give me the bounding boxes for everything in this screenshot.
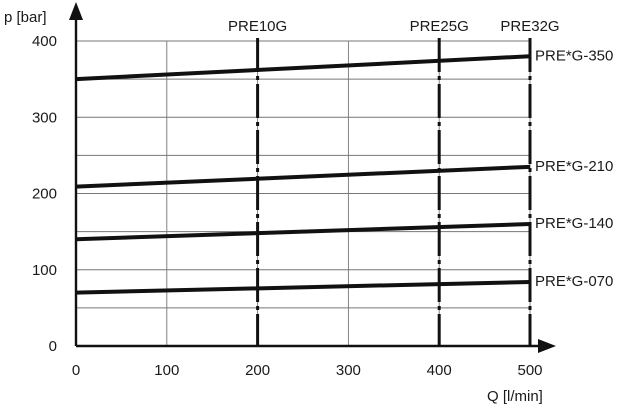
- y-tick-label: 300: [32, 109, 57, 126]
- series-label: PRE*G-350: [535, 47, 613, 64]
- series-line: [76, 279, 530, 295]
- marker-label: PRE25G: [410, 18, 469, 35]
- y-tick-label: 200: [32, 186, 57, 203]
- grid: [76, 40, 531, 346]
- series-label: PRE*G-210: [535, 158, 613, 175]
- marker-label: PRE32G: [500, 18, 559, 35]
- series-line: [76, 164, 530, 189]
- series-line: [76, 54, 530, 82]
- y-tick-label: 100: [32, 262, 57, 279]
- y-tick-label: 0: [49, 338, 57, 355]
- series-label: PRE*G-140: [535, 215, 613, 232]
- series-label: PRE*G-070: [535, 273, 613, 290]
- x-tick-label: 100: [154, 362, 179, 379]
- x-tick-label: 400: [427, 362, 452, 379]
- y-tick-label: 400: [32, 33, 57, 50]
- x-tick-label: 500: [517, 362, 542, 379]
- tick-labels: 0 100 200 300 400 500 0 100 200 300 400: [32, 33, 543, 379]
- x-tick-label: 200: [245, 362, 270, 379]
- series-labels: PRE*G-350 PRE*G-210 PRE*G-140 PRE*G-070: [535, 47, 613, 290]
- x-tick-label: 0: [72, 362, 80, 379]
- y-axis-label: p [bar]: [4, 9, 47, 26]
- series-lines: [76, 54, 530, 295]
- marker-label: PRE10G: [228, 18, 287, 35]
- axes: p [bar] Q [l/min]: [4, 2, 556, 405]
- x-axis-arrow-icon: [538, 339, 556, 353]
- x-axis-label: Q [l/min]: [487, 388, 543, 405]
- model-markers: PRE10G PRE25G PRE32G: [228, 18, 560, 346]
- y-axis-arrow-icon: [69, 2, 83, 20]
- x-tick-label: 300: [336, 362, 361, 379]
- series-line: [76, 222, 530, 242]
